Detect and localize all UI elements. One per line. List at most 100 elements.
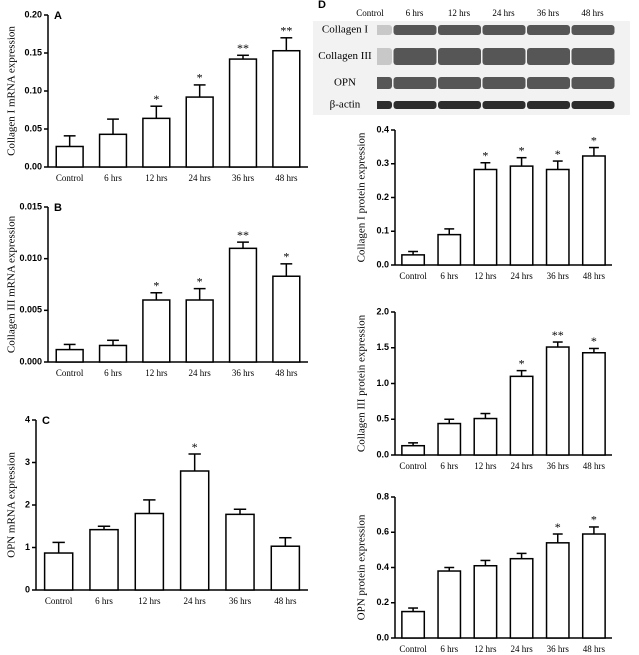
blot-band: [438, 101, 481, 109]
y-tick-label: 3: [25, 457, 30, 467]
significance-mark: *: [197, 71, 203, 85]
bar: [142, 117, 171, 168]
y-tick-label: 0.4: [376, 562, 389, 572]
bar: [545, 346, 570, 456]
bar: [509, 557, 534, 639]
x-tick-label: 48 hrs: [274, 596, 297, 606]
x-tick-label: Control: [56, 368, 84, 378]
y-tick-label: 0.8: [376, 491, 389, 501]
lane-label: Control: [356, 8, 384, 18]
bar: [473, 417, 498, 456]
x-tick-label: Control: [56, 173, 84, 183]
bar: [228, 58, 258, 168]
blot-band: [482, 25, 526, 35]
x-tick-label: 36 hrs: [232, 173, 255, 183]
lane-label: 6 hrs: [406, 8, 424, 18]
row-label: Collagen I: [322, 24, 368, 36]
bar: [581, 352, 606, 456]
x-tick-label: 36 hrs: [547, 644, 570, 654]
row-label-bg: [313, 22, 377, 38]
x-tick-label: 24 hrs: [184, 596, 207, 606]
x-tick-label: 36 hrs: [232, 368, 255, 378]
significance-mark: *: [192, 440, 198, 454]
x-tick-label: Control: [399, 271, 427, 281]
y-tick-label: 0.2: [376, 192, 389, 202]
x-tick-label: 12 hrs: [474, 644, 497, 654]
significance-mark: *: [197, 274, 203, 288]
y-tick-label: 4: [25, 414, 30, 424]
y-tick-label: 0.20: [24, 9, 42, 19]
x-tick-label: 6 hrs: [440, 271, 458, 281]
blot-band: [393, 25, 437, 35]
blot-band: [527, 101, 570, 109]
y-tick-label: 0.4: [376, 124, 389, 134]
y-axis-title: Collagen I mRNA expression: [6, 26, 18, 156]
blot-band: [393, 101, 437, 109]
x-tick-label: 6 hrs: [95, 596, 113, 606]
y-tick-label: 0.00: [24, 161, 42, 171]
x-tick-label: Control: [399, 644, 427, 654]
x-tick-label: 6 hrs: [440, 644, 458, 654]
bar: [185, 299, 214, 363]
y-tick-label: 0.3: [376, 158, 389, 168]
blot-band: [527, 77, 570, 89]
x-tick-label: 24 hrs: [189, 368, 212, 378]
y-tick-label: 1: [25, 542, 30, 552]
bar: [43, 552, 74, 591]
bar: [179, 470, 210, 591]
significance-mark: *: [519, 143, 525, 157]
bar: [437, 233, 462, 266]
significance-mark: *: [153, 279, 159, 293]
y-tick-label: 0.000: [19, 356, 42, 366]
bar: [228, 247, 258, 363]
bar: [401, 444, 426, 456]
bar: [134, 512, 165, 591]
x-tick-label: 12 hrs: [474, 461, 497, 471]
row-label-bg: [313, 74, 377, 92]
x-tick-label: Control: [399, 461, 427, 471]
x-tick-label: 48 hrs: [583, 644, 606, 654]
y-tick-label: 2: [25, 499, 30, 509]
x-tick-label: 6 hrs: [104, 368, 122, 378]
x-tick-label: 12 hrs: [145, 368, 168, 378]
bar: [98, 344, 128, 363]
row-label-bg: [313, 45, 377, 68]
bar: [89, 528, 119, 591]
lane-label: 12 hrs: [448, 8, 471, 18]
bar: [272, 49, 301, 168]
y-axis-title: Collagen III mRNA expression: [6, 215, 18, 353]
significance-mark: *: [283, 250, 289, 264]
y-tick-label: 1.5: [376, 342, 389, 352]
y-axis-title: OPN mRNA expression: [6, 452, 18, 558]
y-tick-label: 0.0: [376, 449, 389, 459]
bar: [581, 155, 606, 266]
blot-band: [482, 77, 526, 89]
y-tick-label: 0.1: [376, 226, 389, 236]
panel-label: B: [54, 202, 62, 214]
x-tick-label: 48 hrs: [583, 271, 606, 281]
x-tick-label: 36 hrs: [547, 461, 570, 471]
blot-band: [527, 25, 570, 35]
bar: [55, 348, 84, 363]
row-label: OPN: [334, 77, 356, 89]
blot-band: [571, 25, 615, 35]
significance-mark: *: [519, 356, 525, 370]
significance-mark: *: [591, 513, 597, 527]
significance-mark: **: [237, 41, 249, 55]
x-tick-label: 24 hrs: [189, 173, 212, 183]
blot-band: [482, 48, 526, 65]
x-tick-label: 36 hrs: [229, 596, 252, 606]
bar: [437, 570, 462, 639]
bar: [270, 545, 301, 591]
panel-label: A: [54, 10, 62, 22]
y-tick-label: 1.0: [376, 378, 389, 388]
y-tick-label: 0.005: [19, 305, 42, 315]
y-tick-label: 0.5: [376, 414, 389, 424]
significance-mark: **: [237, 228, 249, 242]
bar: [437, 422, 462, 456]
row-label: Collagen III: [318, 50, 372, 62]
bar: [401, 610, 426, 639]
significance-mark: *: [555, 520, 561, 534]
y-axis-title: Collagen I protein expression: [356, 132, 368, 262]
